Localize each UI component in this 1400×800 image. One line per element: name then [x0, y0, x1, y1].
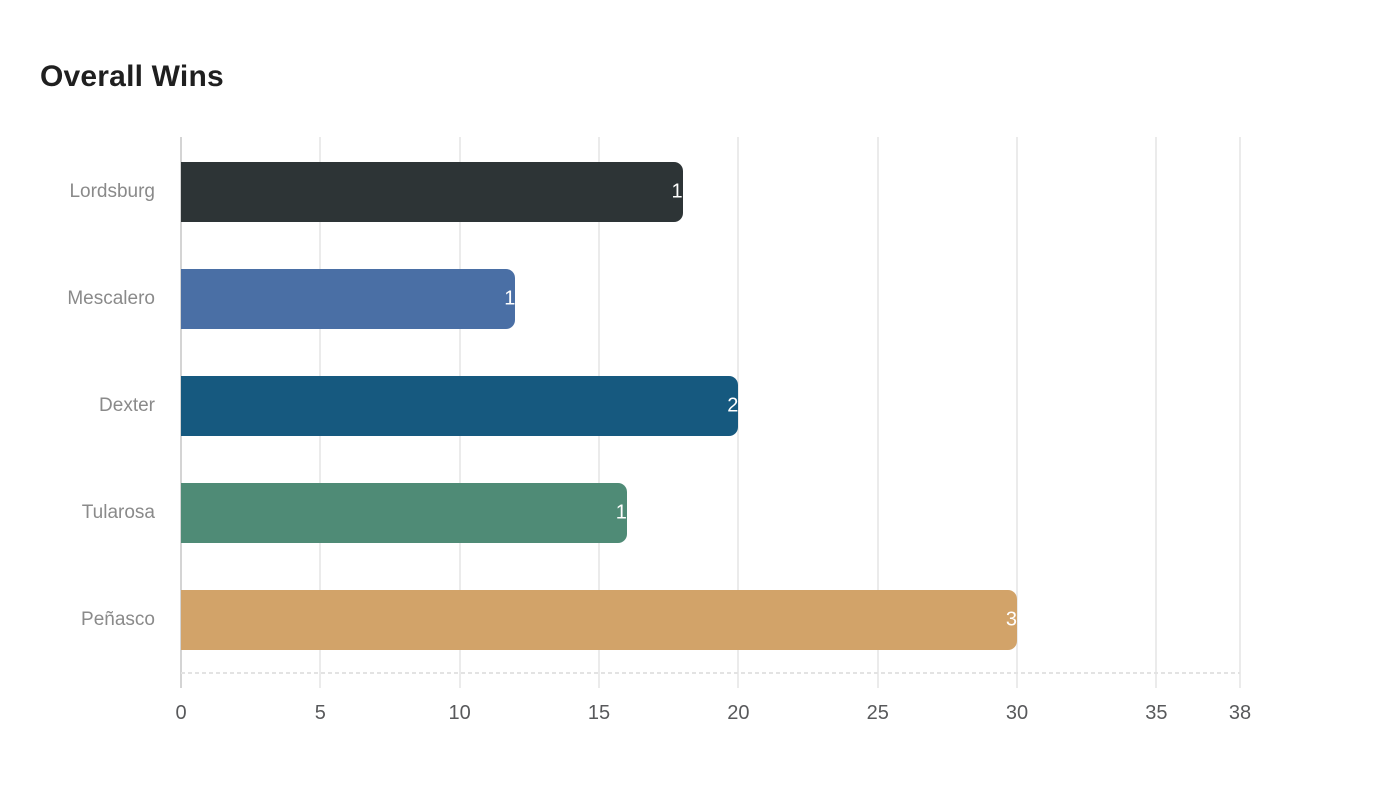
bar-value-label: 12 [504, 287, 527, 310]
x-tick-label: 10 [448, 702, 471, 724]
gridline [1016, 137, 1019, 688]
category-label: Tularosa [81, 502, 155, 523]
x-axis-baseline [181, 672, 1240, 674]
bar-value-label: 30 [1005, 608, 1029, 631]
gridline [876, 137, 879, 688]
y-axis-category-labels: Lordsburg Mescalero Dexter Tularosa Peñasco [0, 0, 155, 800]
x-tick-label: 5 [314, 702, 326, 724]
x-tick-label: 30 [1005, 702, 1029, 724]
x-tick-label: 38 [1228, 702, 1252, 724]
gridline [737, 137, 740, 688]
category-label: Peñasco [81, 609, 155, 630]
x-tick-label: 25 [866, 702, 889, 724]
x-tick-label: 20 [727, 702, 750, 724]
bar: 12 [181, 269, 527, 329]
bar-value-label: 20 [727, 394, 750, 417]
category-label: Lordsburg [69, 181, 155, 202]
category-label: Mescalero [67, 288, 155, 309]
chart-title: Overall Wins [40, 60, 224, 93]
bar: 18 [181, 162, 694, 222]
x-tick-label: 15 [587, 702, 611, 724]
bar: 20 [181, 376, 749, 436]
plot-area: 0 5 10 15 20 25 30 35 38 18 12 20 16 30 [175, 137, 1251, 793]
bar: 30 [181, 590, 1028, 650]
x-tick-label: 35 [1145, 702, 1168, 724]
category-label: Dexter [99, 395, 155, 416]
gridline [1155, 137, 1158, 688]
bar-value-label: 16 [615, 501, 639, 524]
x-tick-label: 0 [175, 702, 187, 724]
gridline [1239, 137, 1241, 688]
bar: 16 [181, 483, 638, 543]
bar-value-label: 18 [671, 180, 694, 203]
